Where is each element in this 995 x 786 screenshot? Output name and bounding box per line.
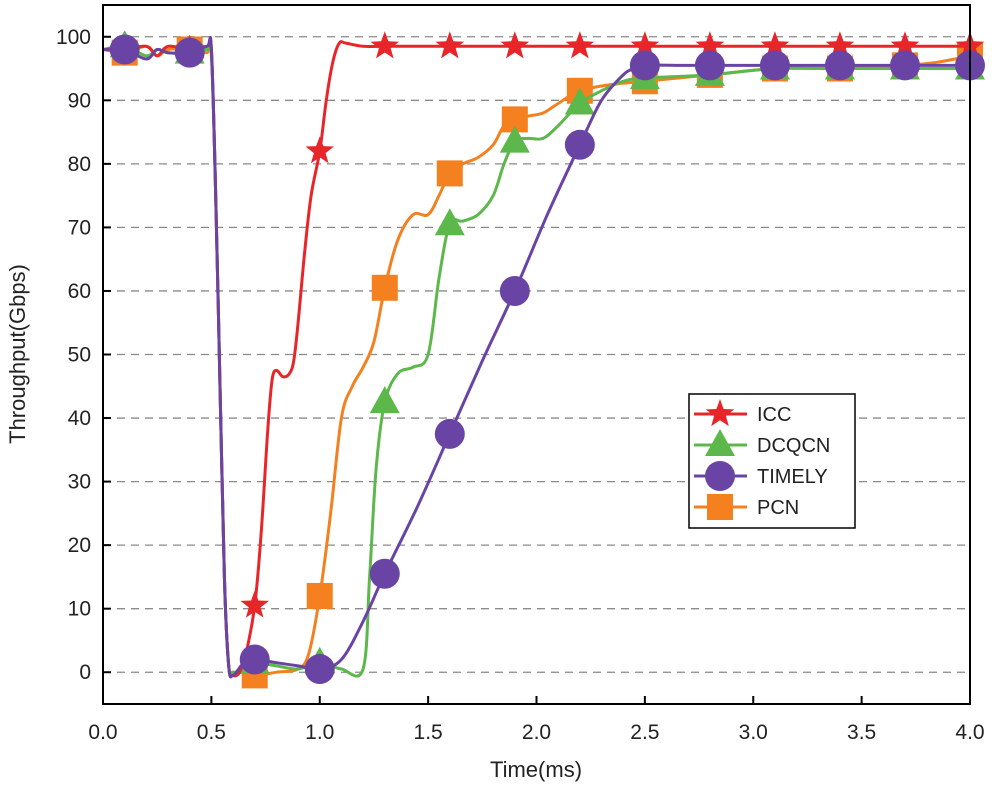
pcn-point: PCN: (1.3, 60.5) — [372, 275, 398, 301]
y-tick-label: 30 — [68, 471, 91, 494]
y-tick-label: 90 — [68, 89, 91, 112]
legend-label-dcqcn: DCQCN — [757, 435, 830, 457]
timely-point: TIMELY: (1.3, 15.5) — [370, 559, 400, 589]
y-tick-label: 80 — [68, 153, 91, 176]
timely-point: TIMELY: (3.1, 95.5) — [760, 50, 790, 80]
y-tick-label: 70 — [68, 216, 91, 239]
x-tick-label: 0.5 — [197, 721, 226, 744]
legend-marker-pcn — [707, 494, 733, 520]
timely-point: TIMELY: (3.4, 95.5) — [825, 50, 855, 80]
pcn-point: PCN: (1, 12) — [307, 583, 333, 609]
timely-point: TIMELY: (2.8, 95.5) — [695, 50, 725, 80]
timely-point: TIMELY: (1, 0.5) — [305, 654, 335, 684]
pcn-point: PCN: (1.6, 78.5) — [437, 160, 463, 186]
x-tick-label: 0.0 — [88, 721, 117, 744]
x-tick-label: 4.0 — [955, 721, 984, 744]
timely-point: TIMELY: (1.6, 37.5) — [435, 419, 465, 449]
timely-point: TIMELY: (2.2, 83) — [565, 130, 595, 160]
timely-point: TIMELY: (1.9, 60) — [500, 276, 530, 306]
legend-label-timely: TIMELY — [757, 466, 828, 488]
legend-label-icc: ICC — [757, 404, 791, 426]
x-tick-label: 1.5 — [414, 721, 443, 744]
x-axis-title: Time(ms) — [490, 757, 582, 782]
x-tick-label: 1.0 — [305, 721, 334, 744]
y-tick-label: 10 — [68, 598, 91, 621]
timely-point: TIMELY: (0.1, 98) — [110, 34, 140, 64]
y-axis-title: Throughput(Gbps) — [5, 264, 30, 444]
legend-marker-timely — [705, 461, 735, 491]
y-tick-label: 100 — [56, 26, 91, 49]
legend-label-pcn: PCN — [757, 497, 799, 519]
y-tick-label: 50 — [68, 344, 91, 367]
legend: ICC DCQCN TIMELY PCN — [689, 394, 855, 528]
chart-background — [0, 0, 995, 786]
timely-point: TIMELY: (0.4, 97.5) — [175, 38, 205, 68]
timely-point: TIMELY: (0.7, 2) — [240, 645, 270, 675]
y-tick-label: 60 — [68, 280, 91, 303]
x-tick-label: 2.0 — [522, 721, 551, 744]
x-tick-label: 3.0 — [739, 721, 768, 744]
legend-item-timely: TIMELY — [694, 461, 828, 491]
chart: PCN: (0.1, 97.5)PCN: (0.4, 98)PCN: (0.7,… — [0, 0, 995, 786]
y-tick-label: 20 — [68, 534, 91, 557]
y-tick-label: 0 — [79, 661, 91, 684]
x-tick-label: 2.5 — [630, 721, 659, 744]
x-tick-label: 3.5 — [847, 721, 876, 744]
timely-point: TIMELY: (3.7, 95.5) — [890, 50, 920, 80]
y-tick-label: 40 — [68, 407, 91, 430]
timely-point: TIMELY: (2.5, 95.5) — [630, 50, 660, 80]
